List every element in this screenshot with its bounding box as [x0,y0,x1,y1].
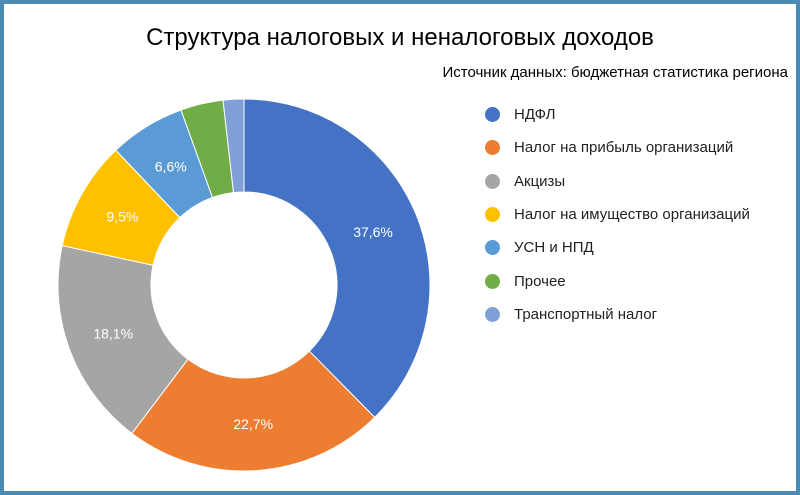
legend-marker-icon [485,240,500,256]
slice-label: 37,6% [353,224,393,240]
legend-item: НДФЛ [485,98,750,131]
slice-0 [243,98,431,419]
legend-item: Налог на имущество организаций [485,198,750,231]
legend-label: Прочее [514,272,566,290]
slice-label: 9,5% [106,209,138,225]
slice-label: 22,7% [233,416,273,432]
legend-marker-icon [485,140,500,156]
chart-subtitle: Источник данных: бюджетная статистика ре… [442,64,788,81]
legend-item: Прочее [485,264,750,297]
legend-label: Налог на прибыль организаций [514,139,734,157]
legend-marker-icon [485,207,500,223]
slice-label: 18,1% [93,325,133,341]
legend-label: Налог на имущество организаций [514,206,750,224]
legend: НДФЛ Налог на прибыль организаций Акцизы На… [485,98,750,331]
legend-label: УСН и НПД [514,239,594,257]
legend-item: Акцизы [485,165,750,198]
legend-label: НДФЛ [514,106,556,124]
legend-marker-icon [485,306,500,322]
legend-marker-icon [485,273,500,289]
slice-label: 6,6% [155,158,187,174]
legend-item: УСН и НПД [485,231,750,264]
legend-item: Транспортный налог [485,298,750,331]
slice-6 [222,98,245,194]
legend-item: Налог на прибыль организаций [485,131,750,164]
slice-1 [131,350,376,472]
slice-2 [57,244,189,435]
legend-marker-icon [485,107,500,123]
legend-marker-icon [485,173,500,189]
legend-label: Акцизы [514,172,566,190]
legend-label: Транспортный налог [514,305,658,323]
chart-title: Структура налоговых и неналоговых доходо… [146,24,654,51]
